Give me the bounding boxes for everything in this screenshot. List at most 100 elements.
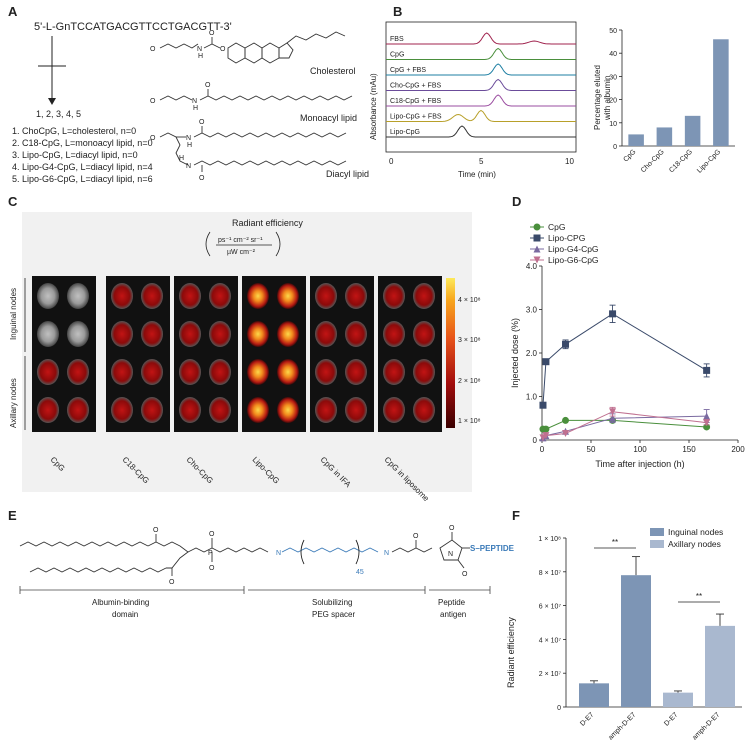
- d-legend-label-1: Lipo-CPG: [548, 233, 585, 243]
- trace-label-1: CpG: [390, 52, 404, 59]
- d-point-2-1: [542, 432, 550, 440]
- compound-item-1: 1. ChoCpG, L=cholesterol, n=0: [12, 126, 136, 136]
- f-legend-label-0: Inguinal nodes: [668, 527, 723, 537]
- d-legend-marker-3: [533, 256, 541, 264]
- d-ytick-4: 4.0: [526, 262, 538, 271]
- d-point-0-2: [562, 416, 570, 424]
- panel-label-e: E: [8, 508, 17, 523]
- e-seg3: Peptide: [438, 598, 466, 607]
- d-point-3-3: [609, 408, 617, 416]
- b-bar-ylabel-2: with albumin: [603, 76, 612, 121]
- d-line-2: [542, 415, 707, 439]
- panel-label-a: A: [8, 4, 18, 19]
- d-point-1-2: [562, 340, 570, 348]
- d-xtick-2: 100: [633, 445, 647, 454]
- b-bar-ytick-4: 40: [609, 51, 617, 58]
- f-cat-3: amph-D-E7: [691, 711, 721, 741]
- f-sig-1: **: [612, 538, 618, 547]
- trace-3: [386, 78, 576, 91]
- b-bar-3: [713, 39, 729, 146]
- phosphate-linker: [187, 547, 269, 553]
- d-xlabel: Time after injection (h): [595, 459, 684, 469]
- d-point-1-1: [542, 358, 550, 366]
- trace-6: [386, 125, 576, 138]
- b-bar-ytick-2: 20: [609, 98, 617, 105]
- trace-1: [386, 47, 576, 60]
- e-peg-repeat: 45: [356, 569, 364, 576]
- d-point-3-2: [562, 429, 570, 437]
- f-bar-1: [621, 575, 651, 707]
- d-ytick-0: 0: [533, 436, 538, 445]
- e-phosphate-o: O: [209, 531, 215, 538]
- d-series-0: [539, 416, 711, 433]
- trace-label-2: CpG + FBS: [390, 67, 426, 74]
- d-point-2-3: [609, 414, 617, 422]
- svg-text:O: O: [150, 98, 156, 105]
- f-legend-label-1: Axillary nodes: [668, 539, 721, 549]
- e-seg2b: PEG spacer: [312, 610, 355, 619]
- label-monoacyl: Monoacyl lipid: [300, 113, 357, 123]
- chromatogram-frame: [385, 21, 577, 153]
- svg-text:O: O: [209, 30, 215, 37]
- d-point-3-1: [542, 432, 550, 440]
- f-ytick-5: 1 × 10⁸: [538, 536, 561, 543]
- acyl-chain-top: [19, 541, 149, 547]
- compound-item-5: 5. Lipo-G6-CpG, L=diacyl lipid, n=6: [12, 174, 153, 184]
- e-peptide-label: S–PEPTIDE: [470, 544, 515, 553]
- d-line-3: [542, 411, 707, 439]
- d-point-1-3: [609, 310, 617, 318]
- glycerol-backbone: [147, 541, 189, 569]
- e-seg1b: domain: [112, 610, 138, 619]
- svg-text:H: H: [187, 142, 192, 149]
- label-diacyl: Diacyl lipid: [326, 169, 369, 179]
- d-legend-label-0: CpG: [548, 222, 565, 232]
- b-xtick-5: 5: [479, 157, 484, 166]
- f-bar-2: [663, 692, 693, 707]
- d-legend-label-3: Lipo-G6-CpG: [548, 255, 599, 265]
- d-series-2: [539, 409, 711, 442]
- f-ytick-3: 6 × 10⁷: [539, 604, 562, 611]
- e-peg-n: N: [276, 550, 281, 557]
- b-bar-ytick-0: 0: [613, 144, 617, 151]
- cholesterol-structure: O N H O O: [150, 30, 346, 64]
- e-amide-o: O: [413, 533, 419, 540]
- row-label-axillary: Axillary nodes: [9, 378, 18, 428]
- d-legend-marker-2: [533, 245, 541, 253]
- arrow-head: [48, 98, 56, 105]
- d-point-1-0: [539, 401, 547, 409]
- b-xtick-0: 0: [389, 157, 394, 166]
- trace-0: [386, 32, 576, 45]
- trace-label-3: Cho-CpG + FBS: [390, 83, 441, 90]
- trace-label-0: FBS: [390, 36, 404, 43]
- trace-label-5: Lipo-CpG + FBS: [390, 114, 442, 121]
- e-phosphorus: P: [208, 550, 213, 557]
- b-bar-cat-0: CpG: [622, 148, 637, 163]
- b-bar-cat-2: C18-CpG: [668, 148, 694, 174]
- panel-label-d: D: [512, 194, 522, 209]
- d-ytick-2: 2.0: [526, 349, 538, 358]
- f-cat-2: D-E7: [663, 711, 679, 727]
- e-seg1: Albumin-binding: [92, 598, 149, 607]
- e-oxygen-2: O: [169, 579, 175, 586]
- f-sig-2: **: [696, 592, 702, 601]
- acyl-chain-bottom: [29, 567, 167, 573]
- d-xtick-1: 50: [587, 445, 596, 454]
- b-bar-2: [684, 115, 701, 146]
- b-ylabel: Absorbance (mAu): [369, 73, 378, 140]
- svg-text:O: O: [199, 119, 205, 126]
- b-xtick-10: 10: [565, 157, 574, 166]
- f-legend-swatch-0: [650, 528, 664, 536]
- d-legend-label-2: Lipo-G4-CpG: [548, 244, 599, 254]
- svg-text:H: H: [193, 105, 198, 112]
- e-maleimide-o2: O: [462, 571, 468, 578]
- f-ytick-2: 4 × 10⁷: [539, 637, 562, 644]
- f-ytick-4: 8 × 10⁷: [539, 570, 562, 577]
- d-ylabel: Injected dose (%): [510, 318, 520, 388]
- b-bar-cat-3: Lipo-CpG: [696, 148, 722, 174]
- trace-4: [386, 94, 576, 107]
- d-legend-marker-1: [533, 234, 541, 242]
- monoacyl-structure: O N H O: [150, 82, 353, 112]
- b-bar-ytick-5: 50: [609, 28, 617, 35]
- svg-text:H: H: [198, 53, 203, 60]
- compound-numbers: 1, 2, 3, 4, 5: [36, 109, 81, 119]
